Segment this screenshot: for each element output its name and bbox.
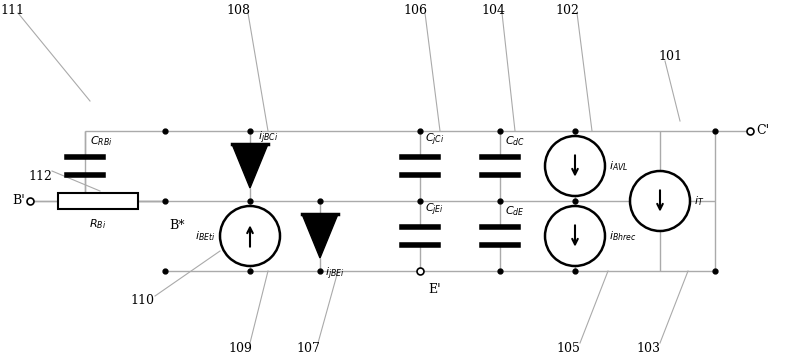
Text: $C_{jEi}$: $C_{jEi}$: [425, 201, 444, 218]
Circle shape: [545, 206, 605, 266]
Text: $C_{RBi}$: $C_{RBi}$: [90, 134, 113, 148]
Text: B*: B*: [169, 219, 184, 232]
Text: $C_{dC}$: $C_{dC}$: [505, 134, 525, 148]
Text: $C_{dE}$: $C_{dE}$: [505, 204, 525, 218]
Text: $R_{Bi}$: $R_{Bi}$: [89, 217, 106, 231]
Text: 104: 104: [481, 4, 505, 17]
Text: 101: 101: [658, 49, 682, 62]
Text: C': C': [756, 125, 769, 138]
Text: B': B': [12, 195, 25, 208]
Text: $i_{jBEi}$: $i_{jBEi}$: [325, 266, 345, 282]
Text: $i_{jBCi}$: $i_{jBCi}$: [258, 130, 278, 146]
Polygon shape: [302, 214, 338, 258]
Text: 111: 111: [0, 4, 24, 17]
Text: 107: 107: [296, 342, 320, 355]
Text: 112: 112: [28, 170, 52, 183]
Text: $i_{Bhrec}$: $i_{Bhrec}$: [609, 229, 637, 243]
Text: $i_{AVL}$: $i_{AVL}$: [609, 159, 629, 173]
Text: 109: 109: [228, 342, 252, 355]
Text: 105: 105: [556, 342, 580, 355]
Circle shape: [630, 171, 690, 231]
Circle shape: [220, 206, 280, 266]
Text: $C_{jCi}$: $C_{jCi}$: [425, 132, 445, 148]
Text: 103: 103: [636, 342, 660, 355]
Circle shape: [545, 136, 605, 196]
Bar: [57, 193, 137, 209]
Polygon shape: [232, 144, 268, 188]
Text: 108: 108: [226, 4, 250, 17]
Text: $i_{BEti}$: $i_{BEti}$: [195, 229, 216, 243]
Text: 106: 106: [403, 4, 427, 17]
Text: E': E': [428, 283, 441, 296]
Text: 102: 102: [555, 4, 579, 17]
Text: $i_T$: $i_T$: [694, 194, 704, 208]
Text: 110: 110: [130, 295, 154, 308]
